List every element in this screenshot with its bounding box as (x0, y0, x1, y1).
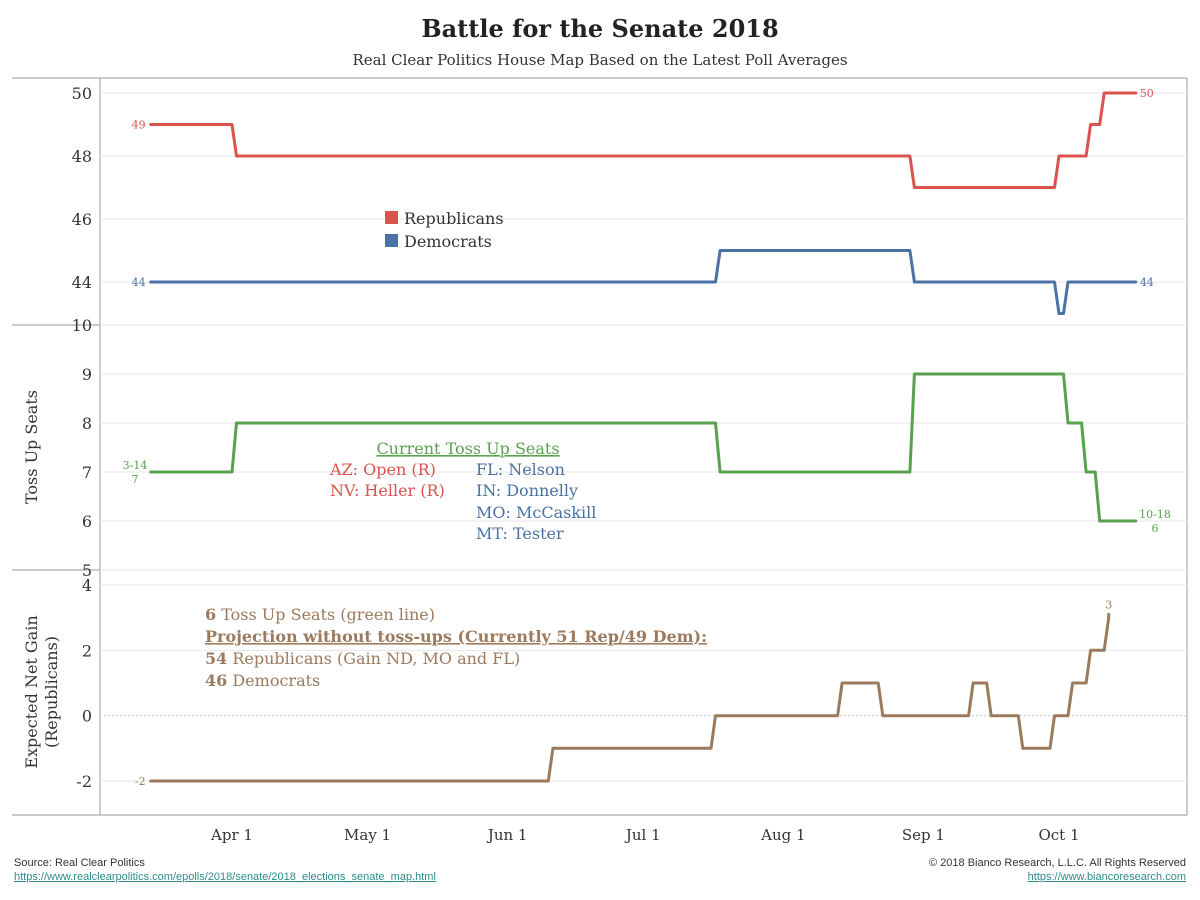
netgain-ylabel-line1: Expected Net Gain (22, 615, 41, 768)
legend-label-democrats: Democrats (404, 232, 492, 251)
y-tick-label: 48 (72, 147, 92, 166)
toss-end-date-label: 10-18 (1139, 508, 1171, 521)
rep-end-label: 50 (1140, 87, 1154, 100)
legend-swatch-democrats (385, 234, 398, 247)
y-tick-label: 5 (82, 561, 92, 580)
x-tick-label: Oct 1 (1038, 826, 1079, 844)
y-tick-label: 7 (82, 463, 92, 482)
note-line-2: Projection without toss-ups (Currently 5… (205, 627, 707, 646)
tossup-heading: Current Toss Up Seats (376, 439, 559, 458)
x-tick-labels: Apr 1 May 1 Jun 1 Jul 1 Aug 1 Sep 1 Oct 1 (210, 826, 1079, 844)
netgain-notes: 6 Toss Up Seats (green line) Projection … (205, 605, 707, 690)
x-tick-label: May 1 (344, 826, 391, 844)
y-tick-label: 44 (72, 273, 92, 292)
legend: Republicans Democrats (385, 209, 504, 251)
republicans-line (149, 91, 1138, 189)
y-tick-label: 0 (82, 707, 92, 726)
rep-start-label: 49 (132, 119, 146, 132)
series-lines (149, 91, 1138, 783)
note-line-1: 6 Toss Up Seats (green line) (205, 605, 435, 624)
site-link[interactable]: https://www.biancoresearch.com (1027, 871, 1186, 883)
note-line-4: 46 Democrats (205, 671, 320, 690)
x-tick-label: Apr 1 (210, 826, 253, 844)
y-tick-label: 4 (82, 576, 92, 595)
chart-subtitle: Real Clear Politics House Map Based on t… (352, 51, 848, 69)
y-tick-label: 2 (82, 641, 92, 660)
tossup-dem-item: FL: Nelson (476, 460, 565, 479)
y-tick-label: 6 (82, 512, 92, 531)
y-tick-label: 50 (72, 84, 92, 103)
y-tick-label: -2 (76, 772, 92, 791)
x-tick-label: Jun 1 (486, 826, 528, 844)
net-end-label: 3 (1105, 598, 1112, 611)
net-start-label: -2 (135, 775, 146, 788)
x-tick-label: Jul 1 (624, 826, 661, 844)
dem-start-label: 44 (132, 276, 146, 289)
tossup-line (149, 372, 1138, 523)
tossup-rep-item: AZ: Open (R) (329, 460, 436, 479)
democrats-line (149, 249, 1138, 315)
tossup-rep-item: NV: Heller (R) (330, 481, 445, 500)
dem-end-label: 44 (1140, 276, 1154, 289)
legend-label-republicans: Republicans (404, 209, 504, 228)
note-line-3: 54 Republicans (Gain ND, MO and FL) (205, 649, 520, 668)
tossup-annotation: Current Toss Up Seats AZ: Open (R) NV: H… (329, 439, 596, 543)
tossup-dem-item: MO: McCaskill (476, 503, 596, 522)
y-tick-label: 8 (82, 414, 92, 433)
tossup-ylabel: Toss Up Seats (22, 390, 41, 504)
y-tick-labels: 44 46 48 50 5 6 7 8 9 10 -2 0 2 4 (72, 84, 92, 791)
source-text: Source: Real Clear Politics (14, 857, 145, 869)
netgain-ylabel-line2: (Republicans) (42, 636, 61, 748)
x-tick-label: Aug 1 (760, 826, 805, 844)
toss-start-date-label: 3-14 (123, 459, 148, 472)
data-labels: 49 50 44 44 3-147 10-186 -2 3 (123, 87, 1171, 788)
copyright-text: © 2018 Bianco Research, L.L.C. All Right… (929, 857, 1186, 869)
tossup-dem-item: IN: Donnelly (476, 481, 578, 500)
tossup-dem-item: MT: Tester (476, 524, 564, 543)
legend-swatch-republicans (385, 211, 398, 224)
netgain-line (149, 612, 1111, 783)
chart-title: Battle for the Senate 2018 (421, 14, 779, 43)
y-tick-label: 10 (72, 316, 92, 335)
toss-start-value-label: 7 (132, 473, 139, 486)
y-tick-label: 46 (72, 210, 92, 229)
toss-end-value-label: 6 (1152, 522, 1159, 535)
y-tick-label: 9 (82, 365, 92, 384)
source-link[interactable]: https://www.realclearpolitics.com/epolls… (14, 871, 436, 883)
x-tick-label: Sep 1 (902, 826, 945, 844)
